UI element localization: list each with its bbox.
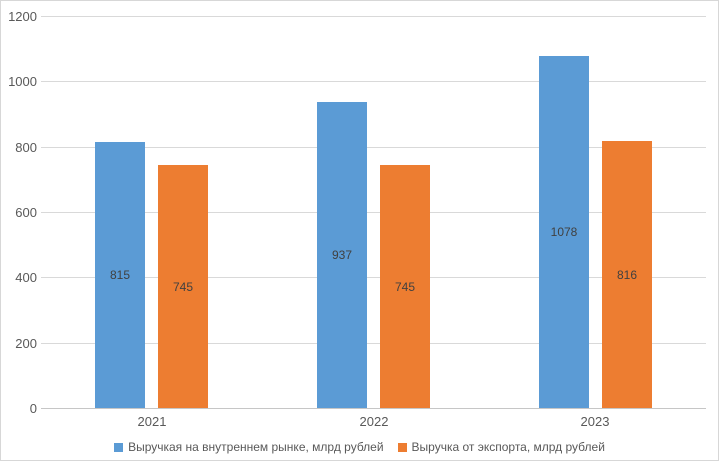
- gridline: [41, 277, 706, 278]
- bar-value-label: 745: [172, 280, 194, 294]
- legend-label: Выручка от экспорта, млрд рублей: [411, 440, 605, 454]
- gridline: [41, 212, 706, 213]
- bar-series1-2023: [539, 56, 589, 408]
- bar-value-label: 1078: [550, 225, 578, 239]
- bar-series2-2021: [158, 165, 208, 408]
- legend-item-series2: Выручка от экспорта, млрд рублей: [397, 440, 605, 454]
- y-tick-label: 200: [15, 336, 37, 351]
- legend-label: Выручкая на внутреннем рынке, млрд рубле…: [128, 440, 384, 454]
- bar-series1-2022: [317, 102, 367, 408]
- bar-value-label: 815: [109, 268, 131, 282]
- x-axis-line: [41, 408, 706, 409]
- gridline: [41, 343, 706, 344]
- bar-value-label: 816: [616, 268, 638, 282]
- x-tick-label: 2023: [580, 414, 610, 429]
- legend-swatch-icon: [397, 442, 407, 452]
- legend-swatch-icon: [114, 442, 124, 452]
- bar-series2-2023: [602, 141, 652, 408]
- bar-series1-2021: [95, 142, 145, 408]
- y-tick-label: 800: [15, 140, 37, 155]
- legend: Выручкая на внутреннем рынке, млрд рубле…: [1, 439, 718, 455]
- bar-value-label: 745: [394, 280, 416, 294]
- legend-item-series1: Выручкая на внутреннем рынке, млрд рубле…: [114, 440, 384, 454]
- bar-value-label: 937: [331, 248, 353, 262]
- y-tick-label: 1000: [8, 74, 37, 89]
- gridline: [41, 16, 706, 17]
- x-tick-label: 2021: [137, 414, 167, 429]
- gridline: [41, 81, 706, 82]
- gridline: [41, 147, 706, 148]
- y-tick-label: 0: [29, 401, 37, 416]
- bar-series2-2022: [380, 165, 430, 408]
- y-tick-label: 600: [15, 205, 37, 220]
- y-tick-label: 1200: [8, 9, 37, 24]
- x-tick-label: 2022: [359, 414, 389, 429]
- y-tick-label: 400: [15, 270, 37, 285]
